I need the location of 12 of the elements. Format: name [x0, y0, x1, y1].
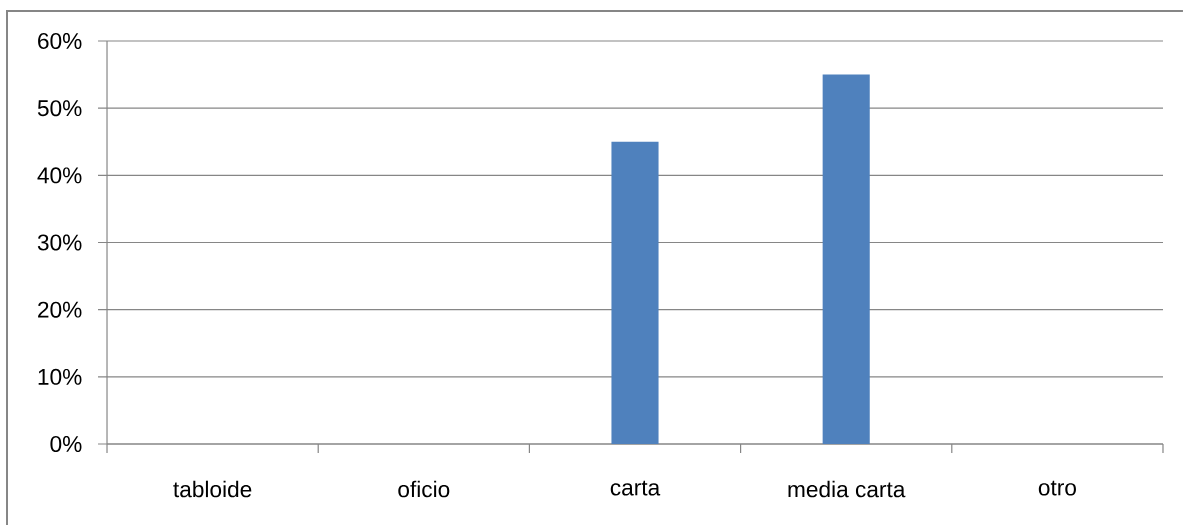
x-tick-label: media carta	[788, 480, 906, 498]
x-tick-label: oficio	[398, 480, 450, 498]
y-tick-label: 30%	[37, 234, 82, 251]
y-tick-label: 20%	[38, 301, 82, 318]
x-tick-label: tabloide	[173, 480, 252, 498]
y-tick-label: 50%	[37, 100, 82, 117]
x-tick-label: carta	[610, 480, 661, 496]
y-tick-label: 60%	[38, 32, 82, 50]
y-tick-label: 40%	[37, 167, 82, 184]
y-tick-label: 10%	[38, 368, 82, 385]
y-tick-label: 0%	[50, 435, 82, 453]
x-tick-label: otro	[1038, 480, 1076, 496]
